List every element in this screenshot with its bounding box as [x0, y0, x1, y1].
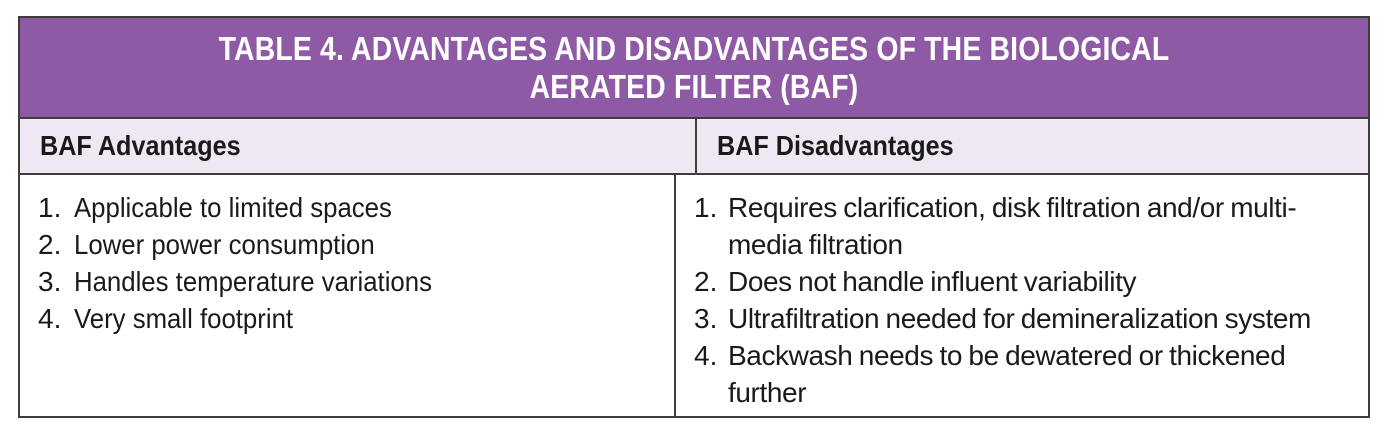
- header-advantages-label: BAF Advantages: [40, 130, 241, 161]
- header-disadvantages-label: BAF Disadvantages: [717, 130, 954, 161]
- advantages-list: 1. Applicable to limited spaces 2. Lower…: [20, 175, 674, 337]
- list-item-text: Does not handle influent variability: [728, 266, 1137, 297]
- table-header-row: BAF Advantages BAF Disadvantages: [20, 119, 1368, 175]
- list-item: 4. Backwash needs to be dewatered or thi…: [694, 337, 1368, 411]
- list-item: 3. Ultrafiltration needed for deminerali…: [694, 300, 1368, 337]
- list-item-number: 3.: [694, 303, 718, 334]
- list-item-number: 4.: [694, 340, 718, 371]
- list-item: 1. Applicable to limited spaces: [38, 189, 674, 226]
- list-item-text: Very small footprint: [74, 303, 294, 334]
- list-item-number: 2.: [694, 266, 718, 297]
- advantages-cell: 1. Applicable to limited spaces 2. Lower…: [20, 175, 676, 416]
- list-item-number: 3.: [38, 266, 62, 297]
- disadvantages-list: 1. Requires clarification, disk filtrati…: [676, 175, 1368, 411]
- header-advantages: BAF Advantages: [20, 119, 697, 173]
- table-title-bar: TABLE 4. ADVANTAGES AND DISADVANTAGES OF…: [20, 18, 1368, 119]
- list-item-text: Lower power consumption: [74, 229, 375, 260]
- table-title: TABLE 4. ADVANTAGES AND DISADVANTAGES OF…: [218, 29, 1170, 105]
- comparison-table: TABLE 4. ADVANTAGES AND DISADVANTAGES OF…: [18, 16, 1370, 418]
- list-item-number: 4.: [38, 303, 62, 334]
- list-item-number: 1.: [38, 192, 62, 223]
- list-item-number: 2.: [38, 229, 62, 260]
- header-disadvantages: BAF Disadvantages: [697, 119, 1368, 173]
- table-body-row: 1. Applicable to limited spaces 2. Lower…: [20, 175, 1368, 416]
- disadvantages-cell: 1. Requires clarification, disk filtrati…: [676, 175, 1368, 416]
- list-item: 4. Very small footprint: [38, 300, 674, 337]
- list-item: 2. Does not handle influent variability: [694, 263, 1368, 300]
- list-item-text: Applicable to limited spaces: [74, 192, 392, 223]
- list-item-text: Requires clarification, disk filtration …: [728, 192, 1297, 260]
- list-item-number: 1.: [694, 192, 718, 223]
- list-item: 2. Lower power consumption: [38, 226, 674, 263]
- list-item-text: Handles temperature variations: [74, 266, 432, 297]
- list-item: 1. Requires clarification, disk filtrati…: [694, 189, 1368, 263]
- list-item: 3. Handles temperature variations: [38, 263, 674, 300]
- list-item-text: Backwash needs to be dewatered or thicke…: [728, 340, 1286, 408]
- list-item-text: Ultrafiltration needed for demineralizat…: [728, 303, 1311, 334]
